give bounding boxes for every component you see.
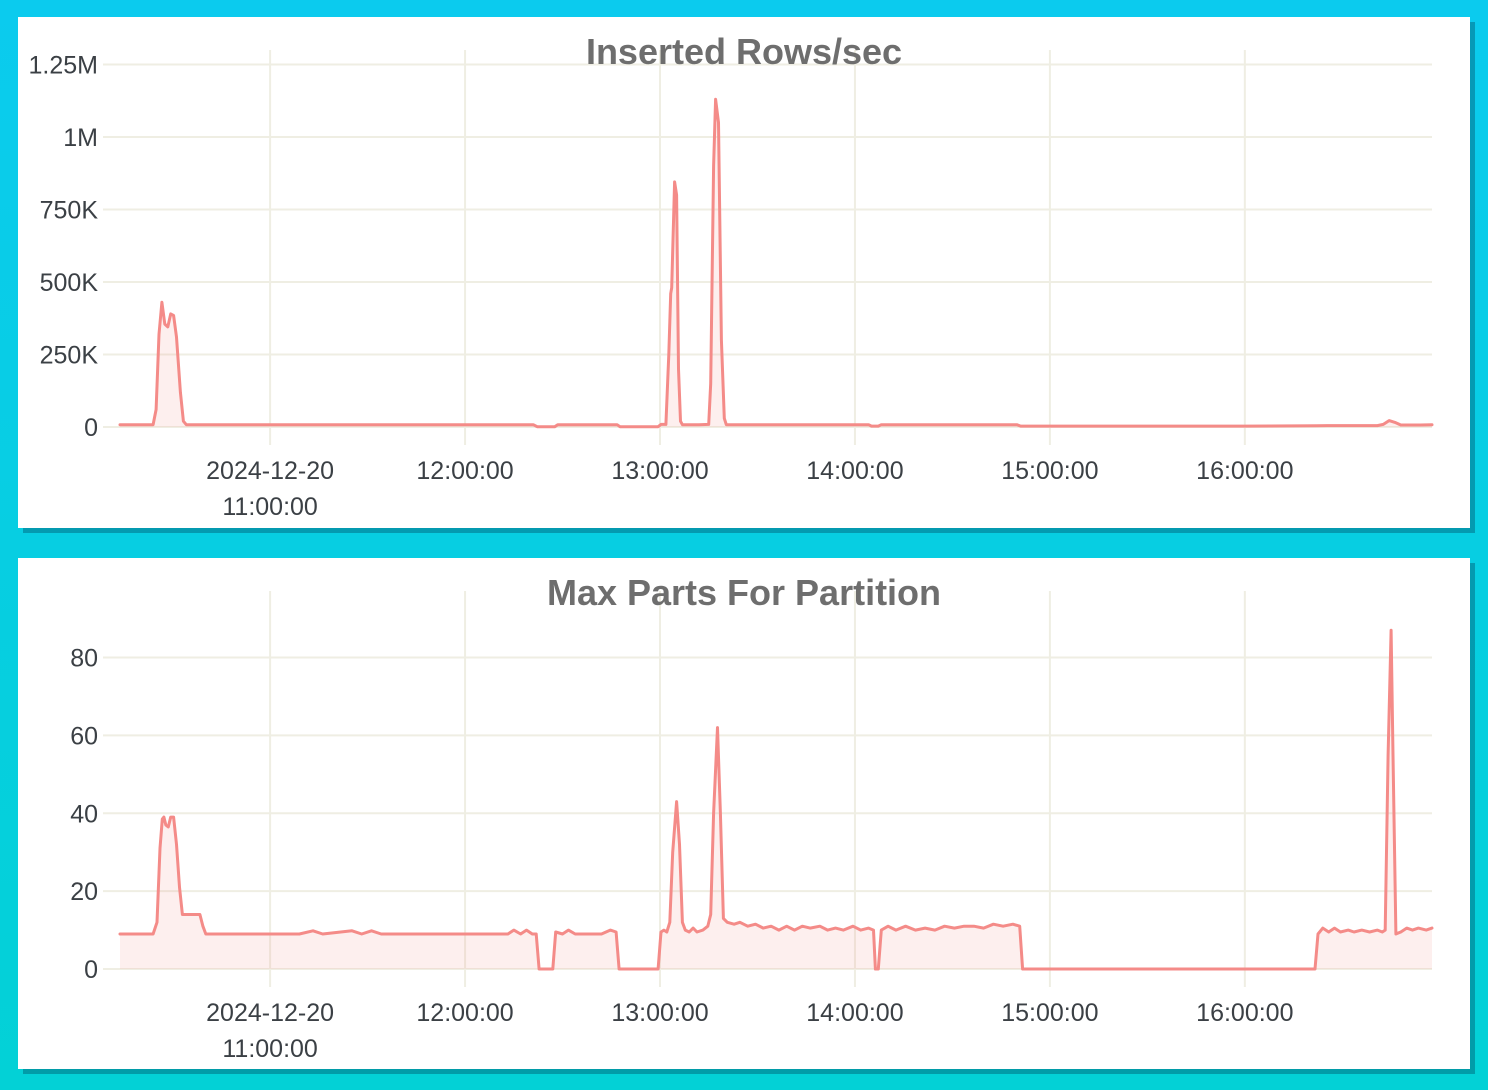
chart-panel-inserted-rows: Inserted Rows/sec 0 250K 500K 750K 1M 1.25M 20… — [18, 17, 1470, 528]
series-line — [118, 97, 1434, 429]
area-chart-inserted-rows[interactable]: 0 250K 500K 750K 1M 1.25M 2024-12-20 11:00:00 12… — [18, 17, 1470, 528]
y-axis-tick-label: 0 — [84, 956, 98, 984]
x-axis-tick-label: 15:00:00 — [1001, 999, 1098, 1027]
x-axis-tick-label: 14:00:00 — [806, 457, 903, 485]
x-axis-tick-label: 13:00:00 — [611, 457, 708, 485]
x-axis-tick-label: 11:00:00 — [222, 1035, 317, 1063]
y-axis-tick-label: 40 — [70, 800, 98, 828]
y-axis-tick-label: 60 — [70, 722, 98, 750]
y-axis-tick-label: 20 — [70, 878, 98, 906]
x-axis-tick-label: 16:00:00 — [1196, 999, 1293, 1027]
series-area — [120, 99, 1432, 428]
y-axis-tick-label: 250K — [40, 342, 99, 370]
y-axis-tick-label: 0 — [84, 414, 98, 442]
x-axis-tick-label: 16:00:00 — [1196, 457, 1293, 485]
x-axis-tick-label: 2024-12-20 — [206, 457, 334, 485]
y-axis-tick-label: 500K — [40, 269, 99, 297]
y-axis-tick-label: 1M — [63, 124, 98, 152]
x-axis-tick-label: 11:00:00 — [222, 493, 317, 521]
area-chart-max-parts[interactable]: 0 20 40 60 80 2024-12-20 11:00:00 12:00:00 13:00… — [18, 558, 1470, 1069]
chart-panel-max-parts: Max Parts For Partition 0 20 40 60 80 2024-12… — [18, 558, 1470, 1069]
y-axis-tick-label: 1.25M — [29, 52, 98, 80]
x-axis-tick-label: 12:00:00 — [416, 999, 513, 1027]
x-axis-tick-label: 2024-12-20 — [206, 999, 334, 1027]
x-axis-tick-label: 12:00:00 — [416, 457, 513, 485]
x-axis-tick-label: 15:00:00 — [1001, 457, 1098, 485]
x-axis-tick-label: 13:00:00 — [611, 999, 708, 1027]
series-area — [120, 630, 1432, 969]
y-axis-tick-label: 750K — [40, 197, 99, 225]
series-line — [118, 628, 1434, 971]
y-axis-tick-label: 80 — [70, 645, 98, 673]
x-axis-tick-label: 14:00:00 — [806, 999, 903, 1027]
